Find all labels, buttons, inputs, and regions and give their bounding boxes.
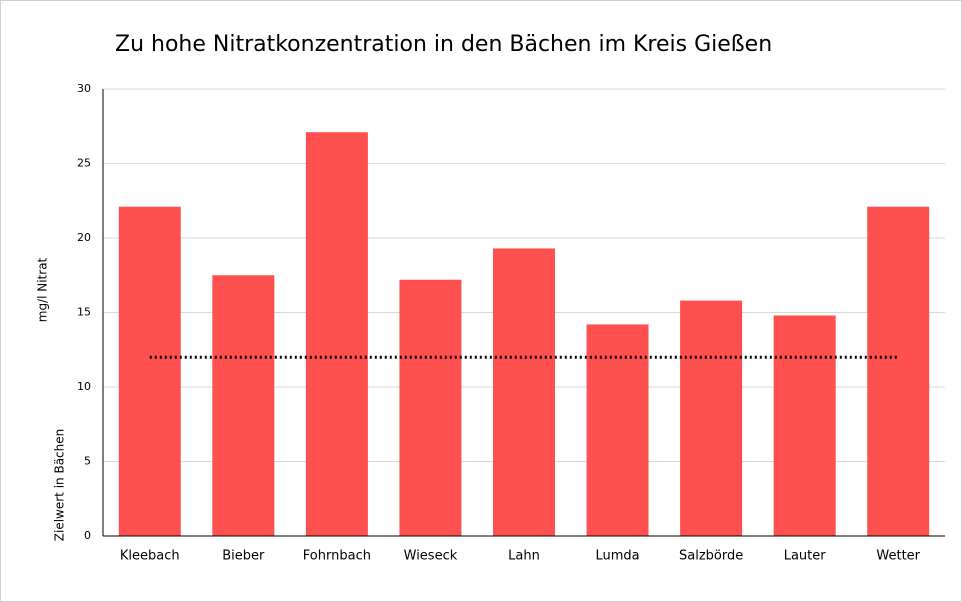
bar	[212, 275, 275, 536]
y-tick-label: 0	[84, 529, 91, 542]
x-tick-label: Wetter	[876, 549, 920, 564]
x-tick-label: Lumda	[595, 549, 639, 564]
bar	[493, 248, 555, 536]
bar	[305, 132, 368, 536]
bar	[773, 315, 836, 536]
target-label: Zielwert in Bächen	[53, 429, 67, 541]
y-tick-label: 5	[84, 455, 91, 468]
y-axis-label: mg/l Nitrat	[36, 257, 50, 322]
x-tick-label: Kleebach	[120, 549, 180, 564]
x-tick-label: Bieber	[222, 549, 265, 564]
bar	[399, 279, 462, 536]
x-tick-label: Wieseck	[404, 549, 458, 564]
x-tick-label: Salzbörde	[679, 549, 743, 564]
x-tick-label: Lahn	[508, 549, 540, 564]
bar	[118, 206, 181, 536]
y-tick-label: 30	[77, 82, 91, 95]
x-tick-label: Lauter	[784, 549, 827, 564]
y-tick-label: 10	[77, 380, 91, 393]
bar	[586, 324, 649, 536]
chart-title: Zu hohe Nitratkonzentration in den Bäche…	[115, 32, 772, 57]
bar	[867, 206, 930, 536]
x-tick-label: Fohrnbach	[303, 549, 371, 564]
y-tick-label: 25	[77, 157, 91, 170]
y-tick-label: 15	[77, 306, 91, 319]
y-tick-label: 20	[77, 231, 91, 244]
bar	[680, 300, 743, 536]
